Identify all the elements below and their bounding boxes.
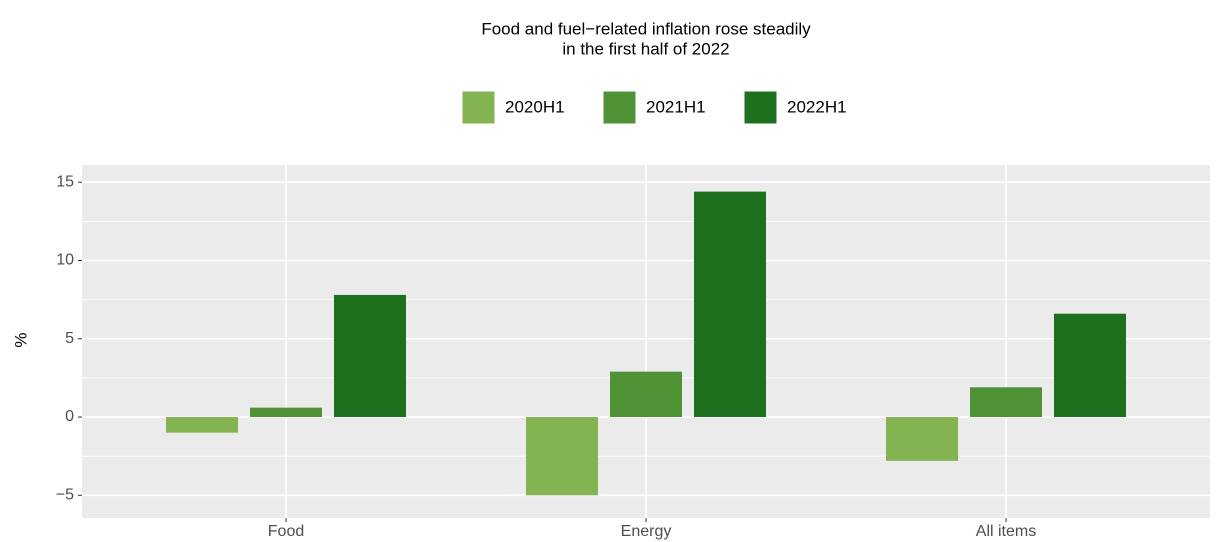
x-tick-label: All items (976, 523, 1036, 540)
x-tick-label: Food (268, 523, 304, 540)
y-tick-label: 15 (56, 173, 74, 190)
bar (1053, 313, 1126, 418)
y-tick-label: 0 (65, 408, 74, 425)
bar (693, 191, 766, 418)
bar (970, 387, 1042, 418)
bar (333, 294, 406, 418)
y-tick-label: 5 (65, 330, 74, 347)
chart-title: in the first half of 2022 (562, 39, 729, 58)
bar (250, 407, 322, 418)
legend-key (743, 90, 778, 125)
legend-label: 2021H1 (646, 97, 706, 116)
y-axis-label: % (11, 332, 30, 347)
chart-title: Food and fuel−related inflation rose ste… (481, 19, 811, 38)
bar (526, 417, 599, 496)
bar (886, 417, 959, 461)
y-tick-label: 10 (56, 252, 74, 269)
bar (610, 371, 682, 418)
bar (166, 417, 239, 433)
legend-label: 2022H1 (787, 97, 847, 116)
x-tick-label: Energy (621, 523, 672, 540)
legend-key (461, 90, 496, 125)
legend-label: 2020H1 (505, 97, 565, 116)
legend-key (602, 90, 637, 125)
y-tick-label: −5 (56, 487, 74, 504)
